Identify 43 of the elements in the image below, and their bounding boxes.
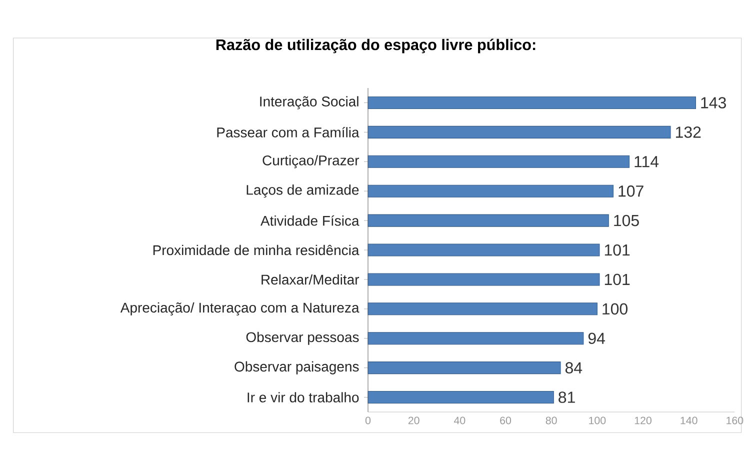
- data-label: 84: [565, 362, 582, 374]
- data-label: 105: [614, 214, 639, 226]
- y-tick-label: Proximidade de minha residência: [153, 244, 360, 256]
- x-tick-label: 140: [680, 416, 698, 424]
- y-tick-label: Atividade Física: [260, 215, 360, 226]
- bar: [368, 391, 554, 404]
- bar: [368, 332, 584, 345]
- x-tick-label: 20: [408, 416, 420, 424]
- x-tick-label: 100: [589, 416, 606, 424]
- y-tick-label: Interação Social: [260, 96, 358, 110]
- bar: [368, 155, 630, 168]
- bar: [368, 302, 598, 316]
- data-label: 81: [558, 392, 575, 403]
- y-tick-label: Observar paisagens: [234, 361, 359, 374]
- y-tick-label: Observar pessoas: [246, 332, 359, 345]
- data-label: 101: [604, 274, 630, 286]
- x-tick-label: 40: [454, 416, 466, 424]
- bar: [368, 214, 609, 227]
- x-tick-label: 80: [546, 416, 557, 424]
- bar: [368, 273, 600, 286]
- bar: [368, 126, 671, 138]
- bar: [368, 362, 561, 374]
- data-label: 94: [588, 332, 606, 344]
- y-tick-label: Ir e vir do trabalho: [248, 392, 359, 402]
- bar: [368, 96, 696, 109]
- x-tick-label: 0: [365, 416, 371, 424]
- data-label: 100: [602, 303, 628, 315]
- x-tick-label: 120: [634, 416, 652, 424]
- y-tick-label: Laços de amizade: [246, 184, 359, 198]
- x-tick-label: 60: [500, 416, 512, 424]
- data-label: 114: [634, 156, 659, 168]
- y-tick-label: Curtiçao/Prazer: [262, 155, 360, 168]
- chart-title: Razão de utilização do espaço livre público:: [216, 38, 536, 54]
- data-label: 143: [701, 97, 726, 108]
- bar: [368, 244, 600, 256]
- y-tick-label: Passear com a Família: [217, 126, 360, 138]
- y-tick-label: Apreciação/ Interaçao com a Natureza: [120, 302, 360, 316]
- x-tick-label: 160: [726, 416, 744, 424]
- bar: [368, 184, 614, 198]
- data-label: 107: [618, 185, 644, 197]
- data-label: 132: [676, 126, 701, 138]
- data-label: 101: [604, 244, 630, 256]
- y-tick-label: Relaxar/Meditar: [262, 274, 360, 285]
